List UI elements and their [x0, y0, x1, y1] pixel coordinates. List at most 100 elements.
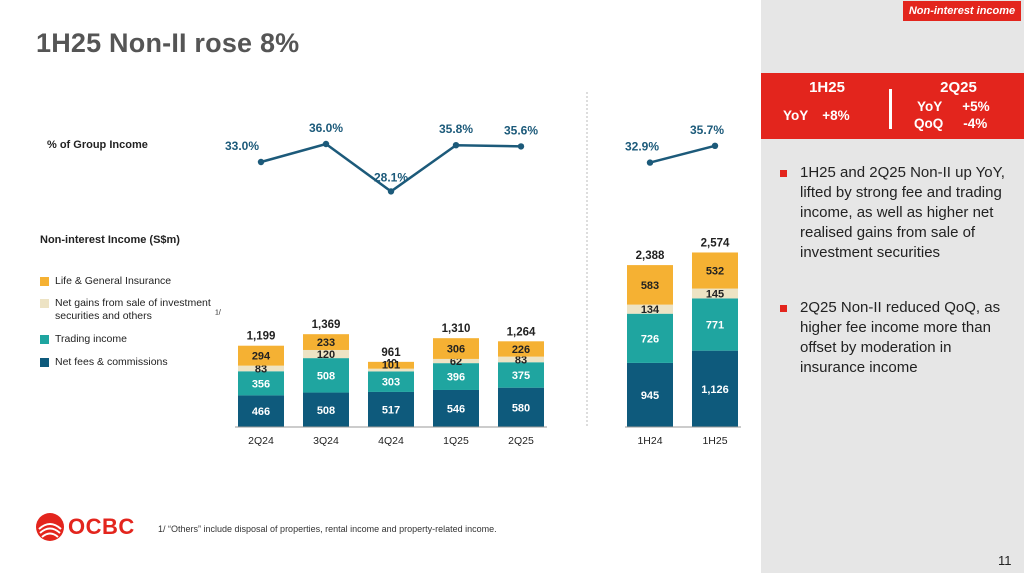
bar-life-3Q24: [303, 334, 349, 350]
footnote: 1/ “Others” include disposal of properti…: [158, 524, 497, 534]
bar-label-net-1H25: 1,126: [701, 384, 729, 396]
bar-label-net-4Q24: 517: [382, 404, 400, 416]
bar-label-net-1H24: 134: [641, 304, 660, 316]
legend-label-fees: Net fees & commissions: [55, 356, 168, 368]
bullet-2: 2Q25 Non-II reduced QoQ, as higher fee i…: [780, 298, 1006, 378]
kpi-left-period: 1H25: [809, 79, 845, 96]
total-label-3Q24: 1,369: [312, 319, 341, 331]
bar-label-trading-2Q24: 356: [252, 378, 270, 390]
legend-footnote-marker: 1/: [215, 309, 221, 317]
line-label-1H24: 32.9%: [625, 140, 659, 154]
bar-label-net-1Q25: 546: [447, 403, 465, 415]
bar-net-2Q24: [238, 365, 284, 372]
line-layer: 33.0% 36.0% 28.1% 35.8% 35.6% 32.9% 35.7%: [225, 121, 724, 195]
bar-net-2Q25: [498, 356, 544, 363]
kpi-left-yoy-value: +8%: [822, 108, 850, 123]
line-label-1Q25: 35.8%: [439, 122, 473, 136]
bar-net-1H25: [692, 288, 738, 299]
legend-label-gains-text: Net gains from sale of investment securi…: [55, 297, 211, 322]
bar-label-net-2Q25: 580: [512, 402, 530, 414]
ocbc-logo: OCBC: [34, 511, 144, 543]
line-label-4Q24: 28.1%: [374, 170, 408, 184]
bar-net-1Q25: [433, 389, 479, 427]
bar-life-4Q24: [368, 361, 414, 369]
kpi-box: 1H25 YoY +8% 2Q25 YoY +5% QoQ -4%: [761, 73, 1024, 139]
bullet-2-text: 2Q25 Non-II reduced QoQ, as higher fee i…: [800, 299, 1001, 376]
kpi-right-qoq-value: -4%: [963, 116, 988, 131]
bar-label-net-1H24: 945: [641, 390, 659, 402]
line-point-1H25: [711, 142, 719, 149]
line-halfyearly: [649, 144, 716, 164]
line-point-1H24: [646, 159, 654, 166]
total-label-1Q25: 1,310: [442, 323, 471, 335]
bar-label-life-1H25: 532: [706, 266, 724, 278]
bar-trading-1H24: [627, 313, 673, 363]
line-point-1Q25: [452, 142, 460, 149]
legend-swatch-fees: [40, 358, 49, 367]
kpi-right-qoq: QoQ -4%: [914, 116, 987, 131]
line-point-2Q24: [257, 158, 265, 166]
x-tick-2Q25: 2Q25: [508, 435, 534, 447]
ocbc-logo-icon: [36, 513, 64, 541]
bar-trading-1Q25: [433, 363, 479, 390]
section-tag: Non-interest income: [903, 1, 1021, 21]
bar-label-life-1H24: 583: [641, 280, 659, 292]
bar-trading-1H25: [692, 298, 738, 351]
bar-life-1Q25: [433, 338, 479, 359]
x-tick-1H25: 1H25: [702, 435, 727, 447]
page-title: 1H25 Non-II rose 8%: [36, 28, 300, 58]
legend-swatch-trading: [40, 335, 49, 344]
bar-trading-3Q24: [303, 358, 349, 393]
ocbc-logo-text: OCBC: [68, 514, 135, 539]
bar-net-4Q24: [368, 368, 414, 372]
bullet-marker: [780, 170, 787, 177]
bar-label-net-2Q24: 83: [255, 363, 267, 375]
bar-life-1H25: [692, 252, 738, 289]
page-number: 11: [998, 553, 1012, 568]
bar-net-3Q24: [303, 349, 349, 359]
line-label-3Q24: 36.0%: [309, 121, 343, 135]
pct-group-income-label: % of Group Income: [47, 139, 148, 151]
x-tick-3Q24: 3Q24: [313, 435, 339, 447]
bar-label-net-1H25: 145: [706, 288, 724, 300]
bar-label-net-1Q25: 62: [450, 356, 462, 368]
bar-label-life-1Q25: 306: [447, 344, 465, 356]
line-label-2Q25: 35.6%: [504, 123, 538, 137]
total-label-1H24: 2,388: [636, 250, 665, 262]
bar-net-1H25: [692, 350, 738, 427]
bar-trading-2Q25: [498, 362, 544, 388]
total-label-4Q24: 961: [381, 347, 401, 359]
kpi-right-yoy-value: +5%: [962, 99, 990, 114]
bar-label-life-2Q24: 294: [252, 351, 271, 363]
bar-label-trading-1H25: 771: [706, 320, 724, 332]
bar-label-trading-1Q25: 396: [447, 372, 465, 384]
bar-label-trading-4Q24: 303: [382, 377, 400, 389]
bar-net-2Q24: [238, 395, 284, 427]
line-point-3Q24: [322, 140, 330, 148]
bar-label-life-3Q24: 233: [317, 337, 335, 349]
kpi-divider: [889, 89, 892, 129]
legend-label-gains: Net gains from sale of investment securi…: [55, 297, 221, 323]
line-point-2Q25: [517, 143, 525, 150]
x-tick-1H24: 1H24: [637, 435, 662, 447]
legend-swatch-insurance: [40, 277, 49, 286]
bar-net-1H24: [627, 304, 673, 314]
bar-net-4Q24: [368, 391, 414, 427]
bar-label-net-3Q24: 120: [317, 349, 335, 361]
bar-life-2Q25: [498, 341, 544, 357]
total-label-2Q24: 1,199: [247, 331, 276, 343]
total-label-2Q25: 1,264: [507, 326, 536, 338]
x-tick-4Q24: 4Q24: [378, 435, 404, 447]
bar-label-trading-3Q24: 508: [317, 370, 335, 382]
x-axis-layer: 2Q24 3Q24 4Q24 1Q25 2Q25 1H24 1H25: [235, 92, 741, 447]
bar-net-2Q25: [498, 387, 544, 427]
line-label-1H25: 35.7%: [690, 123, 724, 137]
legend-label-trading: Trading income: [55, 333, 127, 345]
bar-trading-4Q24: [368, 371, 414, 392]
bar-label-net-2Q24: 466: [252, 406, 270, 418]
x-tick-2Q24: 2Q24: [248, 435, 274, 447]
bar-label-life-4Q24: 101: [382, 359, 400, 371]
bar-label-net-3Q24: 508: [317, 405, 335, 417]
